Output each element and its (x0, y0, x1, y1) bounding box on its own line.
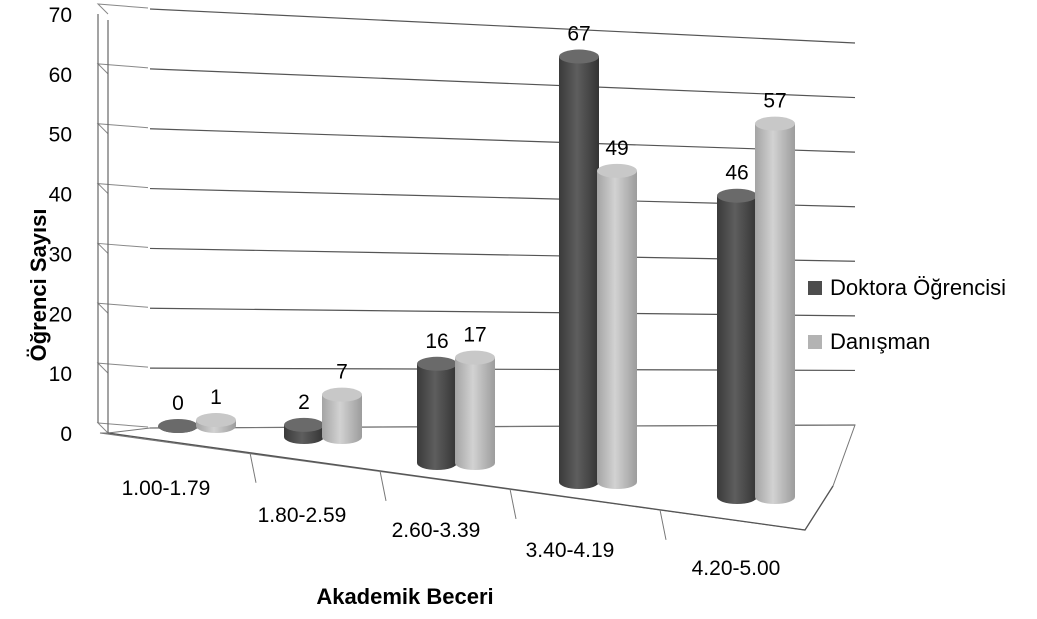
legend-item-danisman: Danışman (808, 329, 1006, 355)
y-tick-label: 20 (49, 303, 72, 326)
y-tick-label: 10 (49, 363, 72, 386)
data-label: 49 (605, 137, 628, 160)
y-tick-label: 40 (49, 184, 72, 207)
x-tick-label: 4.20-5.00 (692, 557, 781, 580)
bar-danisman-4 (755, 116, 795, 505)
legend-item-doktora: Doktora Öğrencisi (808, 275, 1006, 301)
data-label: 57 (763, 90, 786, 113)
y-tick-label: 60 (49, 64, 72, 87)
bar-body (597, 170, 637, 489)
category-separator (659, 509, 667, 540)
x-tick-label: 1.00-1.79 (122, 477, 211, 500)
bar-top (322, 387, 362, 402)
y-tick-label: 70 (49, 4, 72, 27)
legend: Doktora Öğrencisi Danışman (808, 275, 1006, 383)
gridline (149, 128, 856, 153)
gridline-side (96, 302, 149, 314)
category-separator (509, 488, 517, 520)
bar-top (417, 356, 457, 371)
y-tick-label: 30 (49, 243, 72, 266)
y-axis-label: Öğrenci Sayısı (26, 209, 51, 362)
data-label: 1 (210, 386, 222, 409)
y-tick-label: 0 (60, 423, 72, 446)
bar-body (717, 195, 757, 504)
bar-body (559, 56, 599, 490)
category-separator (249, 452, 257, 483)
gridline-side (96, 3, 149, 15)
bar-doktora-1 (284, 417, 324, 444)
gridline-side (96, 362, 149, 374)
data-label: 67 (567, 23, 590, 46)
category-separator (379, 470, 387, 501)
bar-top (717, 188, 757, 203)
bar-danisman-3 (597, 163, 637, 489)
data-label: 17 (463, 324, 486, 347)
data-label: 0 (172, 392, 184, 415)
gridline-side (96, 63, 149, 75)
bar-top (455, 350, 495, 365)
bar-doktora-3 (559, 49, 599, 490)
data-label: 2 (298, 391, 310, 414)
gridline-side (96, 182, 149, 194)
gridline-side (96, 123, 149, 135)
bar-top (559, 49, 599, 64)
bar-doktora-0 (158, 419, 198, 433)
x-tick-label: 2.60-3.39 (392, 519, 481, 542)
bar-body (455, 357, 495, 470)
bar-danisman-1 (322, 387, 362, 444)
data-label: 7 (336, 361, 348, 384)
bar-top (597, 163, 637, 178)
gridline (149, 8, 856, 44)
x-tick-label: 1.80-2.59 (258, 504, 347, 527)
bar-danisman-0 (196, 413, 236, 433)
data-label: 16 (425, 330, 448, 353)
bar-top (284, 417, 324, 432)
data-label: 46 (725, 162, 748, 185)
x-tick-label: 3.40-4.19 (526, 539, 615, 562)
gridline (149, 68, 856, 99)
bar-body (417, 363, 457, 470)
bar-doktora-2 (417, 356, 457, 470)
floor-front-edge (107, 432, 834, 531)
bar-body (755, 123, 795, 505)
legend-label-doktora: Doktora Öğrencisi (830, 275, 1007, 300)
gridline-side (96, 242, 149, 254)
legend-swatch-danisman (808, 335, 822, 349)
bar-body (322, 394, 362, 444)
bar-top (755, 116, 795, 131)
bar-top (158, 419, 198, 433)
bar-doktora-4 (717, 188, 757, 504)
x-axis-label: Akademik Beceri (316, 584, 493, 609)
legend-swatch-doktora (808, 281, 822, 295)
legend-label-danisman: Danışman (830, 329, 931, 354)
bar-danisman-2 (455, 350, 495, 470)
y-tick-label: 50 (49, 124, 72, 147)
bar-top (196, 413, 236, 428)
